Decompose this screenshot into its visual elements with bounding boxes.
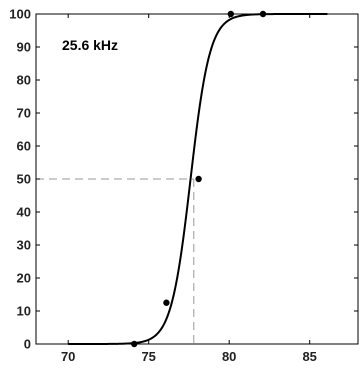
y-tick-label: 10 <box>17 304 31 319</box>
frequency-annotation: 25.6 kHz <box>62 37 118 53</box>
fit-curve <box>68 13 328 345</box>
x-tick-label: 80 <box>222 349 236 364</box>
y-tick-label: 20 <box>17 271 31 286</box>
y-tick-label: 0 <box>24 337 31 352</box>
x-axis-ticks: 70 75 80 85 <box>61 14 317 364</box>
x-tick-label: 70 <box>61 349 75 364</box>
y-axis-ticks: 0 10 20 30 40 50 60 70 80 90 100 <box>9 7 358 352</box>
data-point <box>227 10 235 18</box>
reference-lines <box>36 178 195 344</box>
y-tick-label: 60 <box>17 139 31 154</box>
x-tick-label: 75 <box>141 349 155 364</box>
y-tick-label: 70 <box>17 106 31 121</box>
data-point <box>131 340 138 348</box>
y-tick-label: 30 <box>17 238 31 253</box>
y-tick-label: 40 <box>17 205 31 220</box>
data-point <box>259 10 267 18</box>
data-point <box>195 175 202 183</box>
y-tick-label: 50 <box>17 172 31 187</box>
x-tick-label: 85 <box>302 349 316 364</box>
data-points-layer <box>131 10 267 348</box>
y-tick-label: 80 <box>17 73 31 88</box>
data-point <box>163 299 170 306</box>
fit-curve-layer <box>68 13 328 345</box>
y-tick-label: 100 <box>9 7 31 22</box>
y-tick-label: 90 <box>17 40 31 55</box>
